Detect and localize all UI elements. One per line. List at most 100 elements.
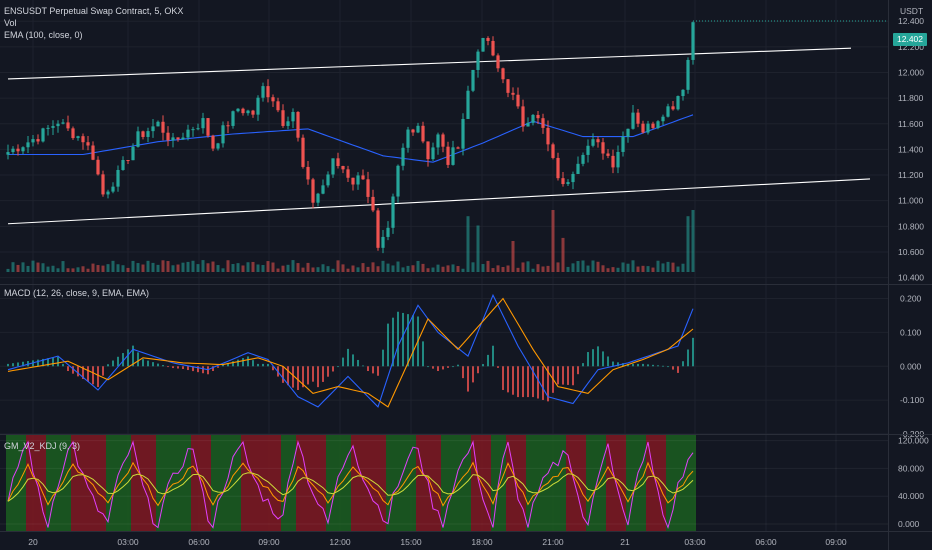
volume-bar xyxy=(656,260,660,272)
macd-histogram-bar xyxy=(637,363,639,367)
kdj-axis-tick: 0.000 xyxy=(898,519,920,529)
price-axis-tick: 11.800 xyxy=(898,93,924,103)
macd-histogram-bar xyxy=(147,360,149,367)
macd-histogram-bar xyxy=(427,366,429,368)
candle-body xyxy=(21,147,25,152)
candle-body xyxy=(476,51,480,70)
volume-bar xyxy=(186,261,190,272)
macd-histogram-bar xyxy=(572,366,574,386)
kdj-axis-tick: 120.000 xyxy=(898,436,929,446)
volume-bar xyxy=(261,265,265,272)
volume-bar xyxy=(641,265,645,272)
macd-histogram-bar xyxy=(437,366,439,372)
candle-body xyxy=(281,110,285,126)
kdj-indicator-label[interactable]: GM_V2_KDJ (9, 3) xyxy=(4,441,81,451)
candle-body xyxy=(331,158,335,175)
volume-bar xyxy=(661,263,665,272)
macd-histogram-bar xyxy=(157,363,159,367)
candle-body xyxy=(491,40,495,56)
candle-body xyxy=(596,139,600,143)
macd-histogram-bar xyxy=(407,314,409,367)
candle-body xyxy=(216,143,220,149)
volume-bar xyxy=(206,263,210,272)
macd-histogram-bar xyxy=(487,354,489,367)
candle-body xyxy=(686,59,690,90)
volume-bar xyxy=(401,267,405,272)
volume-bar xyxy=(671,262,675,272)
candle-body xyxy=(676,96,680,110)
macd-histogram-bar xyxy=(172,366,174,369)
kdj-axis-tick: 80.000 xyxy=(898,463,924,473)
volume-bar xyxy=(366,266,370,272)
volume-bar xyxy=(21,262,25,272)
candle-body xyxy=(106,191,110,195)
time-axis-tick: 03:00 xyxy=(684,537,706,547)
candle-body xyxy=(471,69,475,91)
volume-bar xyxy=(211,261,215,272)
volume-bar xyxy=(336,260,340,272)
candle-body xyxy=(206,118,210,136)
candle-body xyxy=(406,129,410,148)
candle-body xyxy=(286,121,290,126)
candle-body xyxy=(391,196,395,228)
volume-bar xyxy=(196,264,200,272)
macd-histogram-bar xyxy=(252,360,254,367)
candle-body xyxy=(86,142,90,146)
symbol-title[interactable]: ENSUSDT Perpetual Swap Contract, 5, OKX xyxy=(4,6,184,16)
volume-bar xyxy=(351,265,355,272)
channel-lower-line[interactable] xyxy=(7,178,871,225)
macd-histogram-bar xyxy=(212,366,214,372)
macd-histogram-bar xyxy=(662,365,664,367)
candle-body xyxy=(346,169,350,178)
volume-bar xyxy=(436,264,440,272)
kdj-background-band xyxy=(586,435,606,531)
kdj-background-band xyxy=(526,435,566,531)
volume-bar xyxy=(321,264,325,272)
macd-histogram-bar xyxy=(67,366,69,372)
volume-bar xyxy=(406,265,410,272)
candle-body xyxy=(266,86,270,98)
volume-bar xyxy=(296,263,300,272)
volume-bar xyxy=(76,267,80,272)
volume-bar xyxy=(451,264,455,272)
macd-histogram-bar xyxy=(142,359,144,367)
price-axis-tick: 11.400 xyxy=(898,144,924,154)
candle-body xyxy=(186,129,190,138)
volume-bar xyxy=(626,263,630,272)
macd-histogram-bar xyxy=(187,366,189,371)
price-axis-tick: 10.800 xyxy=(898,221,924,231)
time-axis-tick: 09:00 xyxy=(825,537,847,547)
candle-body xyxy=(251,110,255,115)
macd-signal-line xyxy=(7,297,694,408)
macd-axis-tick: 0.000 xyxy=(900,361,922,371)
candle-body xyxy=(581,154,585,164)
candle-body xyxy=(611,155,615,168)
macd-histogram-bar xyxy=(512,366,514,395)
volume-bar xyxy=(281,265,285,272)
candle-body xyxy=(426,141,430,160)
volume-bar xyxy=(156,264,160,272)
candle-body xyxy=(291,111,295,122)
candle-body xyxy=(461,118,465,149)
volume-bar xyxy=(536,264,540,272)
macd-histogram-bar xyxy=(222,364,224,367)
vol-indicator-label[interactable]: Vol xyxy=(4,18,17,28)
macd-histogram-bar xyxy=(152,362,154,367)
ema-indicator-label[interactable]: EMA (100, close, 0) xyxy=(4,30,83,40)
macd-histogram-bar xyxy=(387,323,389,367)
candle-body xyxy=(171,137,175,141)
macd-axis-tick: 0.100 xyxy=(900,327,922,337)
candle-body xyxy=(141,131,145,137)
candle-body xyxy=(626,128,630,137)
macd-histogram-bar xyxy=(42,358,44,367)
volume-bar xyxy=(461,268,465,272)
volume-bar xyxy=(221,268,225,272)
macd-histogram-bar xyxy=(92,366,94,385)
macd-indicator-label[interactable]: MACD (12, 26, close, 9, EMA, EMA) xyxy=(4,288,150,298)
channel-upper-line[interactable] xyxy=(7,47,852,80)
macd-histogram-bar xyxy=(657,365,659,367)
kdj-d-line xyxy=(7,472,694,502)
candle-body xyxy=(356,175,360,185)
macd-histogram-bar xyxy=(442,366,444,370)
